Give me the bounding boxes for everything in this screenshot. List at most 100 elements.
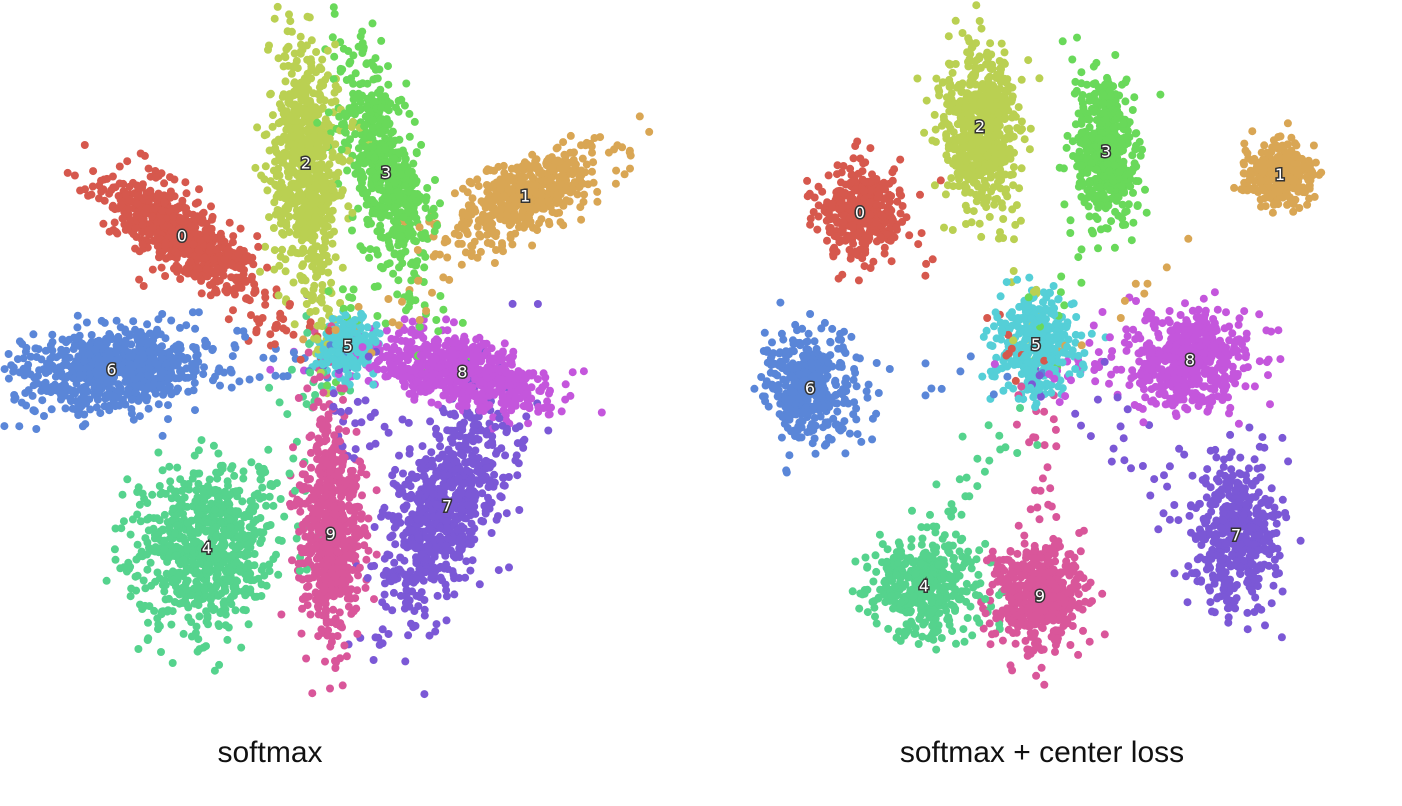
data-point-class-4 [144,526,153,535]
data-point-class-4 [257,592,266,600]
data-point-class-2 [268,122,277,131]
data-point-class-7 [479,517,488,526]
data-point-class-2 [344,202,353,211]
data-point-class-8 [568,368,577,377]
data-point-class-6 [48,330,57,339]
data-point-class-3 [407,276,416,285]
data-point-class-6 [78,339,87,348]
data-point-class-6 [269,354,278,363]
data-point-class-0 [247,311,255,320]
data-point-class-1 [498,239,506,248]
data-point-class-3 [355,80,364,89]
data-point-class-8 [561,380,570,389]
data-point-class-6 [200,363,208,372]
data-point-class-1 [533,226,542,235]
data-point-class-7 [366,413,375,421]
data-point-class-9 [331,664,340,672]
data-point-class-0 [108,172,117,181]
data-point-class-9 [357,510,366,519]
data-point-class-4 [311,391,320,399]
data-point-class-3 [329,3,338,12]
data-point-class-9 [338,681,347,690]
data-point-class-4 [111,524,120,533]
data-point-class-4 [223,635,232,644]
data-point-class-4 [295,566,304,575]
data-point-class-3 [399,240,408,249]
data-point-class-2 [305,13,314,22]
data-point-class-9 [363,531,372,540]
data-point-class-7 [436,562,445,571]
data-point-class-8 [442,389,451,398]
data-point-class-0 [193,198,202,207]
data-point-class-2 [261,162,270,171]
data-point-class-2 [320,204,329,213]
data-point-class-7 [378,625,387,634]
data-point-class-1 [635,112,644,121]
data-point-class-3 [362,200,371,209]
data-point-class-8 [525,401,534,410]
data-point-class-7 [450,590,459,599]
data-point-class-7 [405,516,414,525]
data-point-class-2 [261,242,270,251]
data-point-class-1 [559,138,568,147]
data-point-class-7 [353,397,362,406]
data-point-class-4 [197,436,206,445]
data-point-class-9 [297,629,306,638]
data-point-class-3 [329,75,338,84]
data-point-class-9 [364,514,373,523]
data-point-class-2 [336,299,345,307]
data-point-class-7 [455,574,464,582]
data-point-class-2 [331,140,340,149]
data-point-class-4 [195,509,204,518]
data-point-class-0 [181,178,190,187]
data-point-class-6 [0,422,9,431]
data-point-class-7 [357,418,366,427]
data-point-class-8 [544,410,553,419]
data-point-class-3 [394,107,403,116]
data-point-class-4 [143,565,152,574]
data-point-class-7 [533,300,542,308]
data-point-class-8 [498,347,507,356]
data-point-class-4 [215,660,224,669]
data-point-class-9 [310,375,319,384]
data-point-class-7 [466,566,475,575]
data-point-class-1 [645,127,654,136]
data-point-class-8 [475,333,484,342]
data-point-class-6 [15,422,24,431]
data-point-class-7 [329,389,338,398]
data-point-class-4 [192,622,201,631]
data-point-class-4 [231,606,240,615]
data-point-class-6 [129,415,138,424]
data-point-class-4 [195,612,204,621]
data-point-class-4 [237,643,246,652]
data-point-class-6 [154,400,163,409]
data-point-class-2 [274,190,283,199]
data-point-class-4 [274,570,283,579]
data-point-class-2 [296,32,305,41]
data-point-class-3 [338,285,347,294]
data-point-class-6 [216,381,224,390]
data-point-class-7 [329,402,338,411]
data-point-class-4 [136,517,145,526]
data-point-class-0 [253,232,262,241]
data-point-class-9 [336,654,345,663]
data-point-class-4 [204,620,212,629]
data-point-class-7 [399,469,407,478]
data-point-class-4 [213,570,222,578]
data-point-class-8 [546,386,554,395]
data-point-class-1 [620,170,629,179]
data-point-class-0 [252,328,261,337]
data-point-class-4 [132,555,141,564]
data-point-class-9 [315,480,324,489]
data-point-class-8 [387,346,396,355]
data-point-class-3 [359,246,368,254]
data-point-class-6 [114,332,123,341]
data-point-class-8 [379,365,388,374]
data-point-class-6 [11,393,20,402]
data-point-class-7 [420,611,429,620]
data-point-class-2 [273,2,282,11]
data-point-class-9 [307,448,315,457]
data-point-class-4 [143,538,152,547]
data-point-class-7 [388,512,397,520]
data-point-class-1 [463,188,472,197]
